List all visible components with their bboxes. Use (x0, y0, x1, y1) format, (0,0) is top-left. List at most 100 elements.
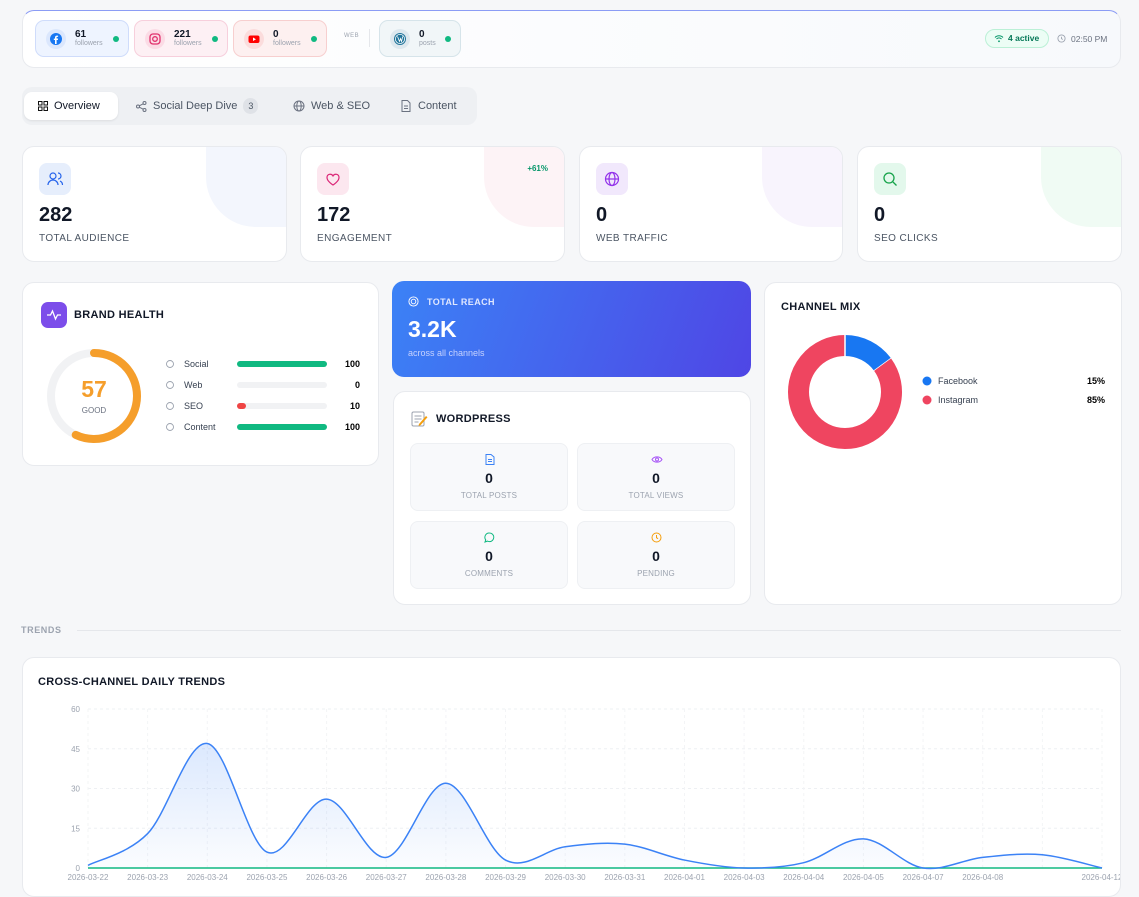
reach-card: TOTAL REACH 3.2K across all channels (392, 281, 751, 377)
stat-value: 0 (874, 204, 886, 226)
instagram-chip[interactable]: 221 followers (134, 20, 228, 57)
legend-value: 85% (1087, 395, 1105, 405)
x-tick-label: 2026-04-07 (903, 873, 944, 882)
legend-label: Facebook (938, 376, 978, 386)
tile-value: 0 (652, 470, 660, 486)
legend-label: Instagram (938, 395, 978, 405)
metric-name: Social (184, 359, 209, 369)
section-label: TRENDS (21, 625, 62, 635)
comment-icon (484, 532, 495, 543)
facebook-chip[interactable]: 61 followers (35, 20, 129, 57)
section-rule (77, 630, 1121, 631)
tab-web[interactable]: Web & SEO (293, 92, 370, 120)
unit: posts (419, 40, 436, 47)
youtube-icon (244, 29, 264, 49)
decoration (762, 147, 842, 227)
x-tick-label: 2026-04-12 (1082, 873, 1121, 882)
x-tick-label: 2026-03-30 (545, 873, 586, 882)
stat-label: WEB TRAFFIC (596, 233, 668, 244)
divider (369, 29, 370, 47)
legend-swatch (922, 376, 932, 386)
tile-label: TOTAL VIEWS (628, 491, 684, 500)
chart-title: CROSS-CHANNEL DAILY TRENDS (38, 676, 226, 688)
count: 221 (174, 29, 191, 40)
x-tick-label: 2026-03-31 (604, 873, 645, 882)
area (88, 743, 1102, 869)
tile-label: PENDING (637, 569, 675, 578)
unit: followers (174, 40, 202, 47)
y-tick-label: 15 (71, 824, 80, 833)
decoration (484, 147, 564, 227)
card-title: CHANNEL MIX (781, 301, 861, 313)
metric-icon (166, 360, 174, 368)
tab-content[interactable]: Content (401, 92, 457, 120)
icon-box (874, 163, 906, 195)
metric-name: Content (184, 422, 216, 432)
clock-icon (651, 532, 662, 543)
wp-tile: 0 COMMENTS (410, 521, 568, 589)
stat-card: 0 WEB TRAFFIC (579, 146, 843, 262)
y-tick-label: 0 (76, 864, 81, 873)
globe-icon (293, 100, 305, 112)
tab-overview[interactable]: Overview (24, 92, 118, 120)
metric-icon (166, 381, 174, 389)
wordpress-chip[interactable]: 0 posts (379, 20, 461, 57)
metric-bar (237, 361, 327, 367)
stat-label: ENGAGEMENT (317, 233, 393, 244)
stat-label: TOTAL AUDIENCE (39, 233, 130, 244)
active-count: 4 active (1008, 33, 1040, 43)
gauge-score: 57 (81, 376, 107, 402)
metric-icon (166, 423, 174, 431)
metric-value: 10 (350, 401, 360, 411)
file-icon (401, 100, 411, 112)
clock-icon (1057, 34, 1066, 43)
metric-bar (237, 403, 246, 409)
line (87, 742, 1103, 870)
brand-health-card: BRAND HEALTH 57 GOOD Social 100 Web 0 SEO 10 Con… (22, 282, 379, 466)
y-tick-label: 30 (71, 785, 80, 794)
gauge-rating: GOOD (82, 406, 107, 415)
y-tick-label: 45 (71, 745, 80, 754)
tab-label: Overview (54, 100, 100, 112)
target-icon (408, 296, 419, 307)
eye-icon (651, 456, 663, 463)
x-tick-label: 2026-03-26 (306, 873, 347, 882)
x-tick-label: 2026-03-28 (425, 873, 466, 882)
x-tick-label: 2026-03-25 (246, 873, 287, 882)
decoration (1041, 147, 1121, 227)
tile-label: TOTAL POSTS (460, 491, 518, 500)
icon-box (596, 163, 628, 195)
y-tick-label: 60 (71, 705, 80, 714)
x-tick-label: 2026-04-08 (962, 873, 1003, 882)
gauge-arc (71, 349, 141, 443)
x-tick-label: 2026-04-05 (843, 873, 884, 882)
stat-label: SEO CLICKS (874, 233, 939, 244)
metric-bar (237, 424, 327, 430)
card-title: WORDPRESS (436, 413, 511, 425)
line-chart: 0 15 30 45 60 2026-03-22 2026-03-23 2026-03-24 2… (68, 705, 1121, 882)
icon-box (39, 163, 71, 195)
wordpress-icon (390, 29, 410, 49)
metric-value: 100 (345, 359, 360, 369)
file-icon (485, 454, 495, 465)
decoration (206, 147, 286, 227)
reach-subtitle: across all channels (408, 348, 485, 358)
active-badge: 4 active (985, 29, 1049, 48)
x-tick-label: 2026-04-04 (783, 873, 824, 882)
x-tick-label: 2026-03-27 (366, 873, 407, 882)
tab-label: Content (418, 100, 457, 112)
wp-tile: 0 PENDING (577, 521, 735, 589)
unit: followers (273, 40, 301, 47)
status-dot (445, 36, 451, 42)
web-label: WEB (344, 33, 360, 39)
x-tick-label: 2026-04-01 (664, 873, 705, 882)
youtube-chip[interactable]: 0 followers (233, 20, 327, 57)
legend-swatch (922, 395, 932, 405)
status-dot (113, 36, 119, 42)
tile-label: COMMENTS (464, 569, 514, 578)
x-tick-label: 2026-04-03 (724, 873, 765, 882)
share-icon (136, 101, 147, 112)
stat-card: +61% 172 ENGAGEMENT (300, 146, 565, 262)
stat-value: 0 (596, 204, 608, 226)
tab-social[interactable]: Social Deep Dive 3 (136, 92, 259, 120)
